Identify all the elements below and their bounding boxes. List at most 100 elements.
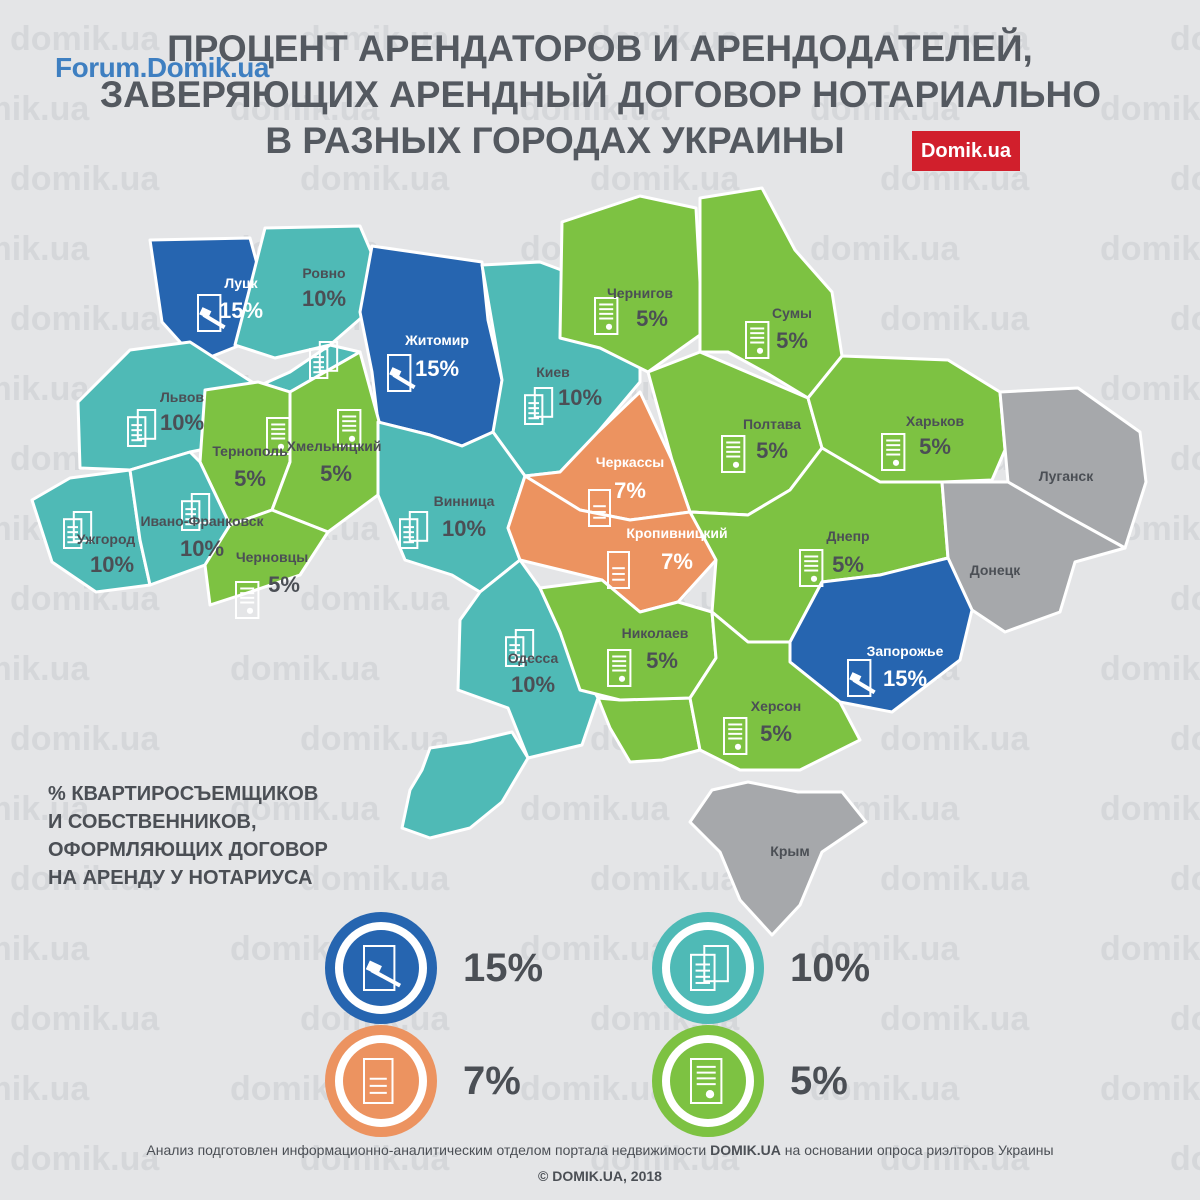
watermark-text: domik.ua (880, 860, 1030, 898)
legend-value: 7% (463, 1058, 521, 1103)
region-value: 5% (234, 466, 266, 491)
watermark-text: domik.ua (590, 20, 740, 58)
watermark-text: domik.ua (300, 20, 450, 58)
region-name: Николаев (622, 625, 689, 641)
region-shape-extra (596, 696, 702, 764)
watermark-text: domik.ua (1170, 300, 1200, 338)
legend-item-15: 15% (325, 912, 543, 1024)
region-value: 7% (614, 478, 646, 503)
regions-layer: Луцк 15% Ровно 10% Житомир 15% Киев 10% Чернигов… (30, 186, 1148, 937)
region-value: 7% (661, 549, 693, 574)
watermark-text: domik.ua (0, 790, 90, 828)
region-value: 5% (646, 648, 678, 673)
certificate-icon (721, 435, 746, 473)
certificate-icon (337, 409, 362, 447)
notary-gavel-icon (197, 294, 226, 332)
certificate-icon (881, 433, 906, 471)
watermark-text: domik.ua (0, 230, 90, 268)
watermark-text: domik.ua (1100, 1070, 1200, 1108)
watermark-text: domik.ua (10, 20, 160, 58)
watermark-text: domik.ua (520, 1070, 670, 1108)
region-value: 5% (776, 328, 808, 353)
watermark-text: domik.ua (1100, 370, 1200, 408)
notary-gavel-icon (343, 930, 419, 1006)
certificate-icon (745, 321, 770, 359)
watermark-text: domik.ua (300, 160, 450, 198)
region-name: Хмельницкий (287, 438, 382, 454)
watermark-text: domik.ua (810, 930, 960, 968)
watermark-text: domik.ua (520, 930, 670, 968)
document-copies-icon (670, 930, 746, 1006)
footer-note: Анализ подготовлен информационно-аналити… (0, 1142, 1200, 1158)
watermark-text: domik.ua (1100, 650, 1200, 688)
watermark-text: domik.ua (230, 90, 380, 128)
region-25[interactable] (688, 780, 868, 937)
region-name: Полтава (743, 416, 801, 432)
certificate-icon (723, 717, 748, 755)
document-copies-icon (399, 511, 429, 550)
document-copies-icon (524, 387, 554, 426)
region-value: 10% (442, 516, 486, 541)
region-value: 5% (636, 306, 668, 331)
region-name: Запорожье (867, 643, 944, 659)
watermark-text: domik.ua (1170, 440, 1200, 478)
watermark-text: domik.ua (880, 1140, 1030, 1178)
certificate-icon (235, 581, 260, 619)
watermark-text: domik.ua (520, 90, 670, 128)
region-name: Харьков (906, 413, 965, 429)
footer-text-before: Анализ подготовлен информационно-аналити… (146, 1142, 711, 1158)
watermark-text: domik.ua (880, 720, 1030, 758)
watermark-text: domik.ua (0, 90, 90, 128)
forum-logo[interactable]: Forum.Domik.ua (55, 52, 269, 83)
legend-item-5: 5% (652, 1025, 848, 1137)
region-name: Сумы (772, 305, 812, 321)
legend-circle (325, 912, 437, 1024)
document-copies-icon (63, 511, 93, 550)
watermark-text: domik.ua (1100, 230, 1200, 268)
region-shape-extra (400, 730, 530, 840)
region-value: 10% (302, 286, 346, 311)
watermark-text: domik.ua (1170, 1140, 1200, 1178)
watermark-text: domik.ua (300, 860, 450, 898)
document-copies-icon (127, 409, 157, 448)
legend-circle (652, 912, 764, 1024)
watermark-text: domik.ua (0, 930, 90, 968)
certificate-icon (594, 297, 619, 335)
certificate-icon (607, 649, 632, 687)
title-line-1: ПРОЦЕНТ АРЕНДАТОРОВ И АРЕНДОДАТЕЛЕЙ, (167, 28, 1033, 69)
watermark-text: domik.ua (1170, 20, 1200, 58)
watermark-text: domik.ua (880, 20, 1030, 58)
region-24[interactable] (688, 610, 862, 772)
region-2[interactable] (233, 224, 380, 360)
region-value: 15% (883, 666, 927, 691)
notary-gavel-icon (847, 659, 876, 697)
watermark-text: domik.ua (10, 720, 160, 758)
region-value: 5% (320, 461, 352, 486)
watermark-text: domik.ua (1100, 930, 1200, 968)
region-value: 5% (756, 438, 788, 463)
watermark-text: domik.ua (1170, 720, 1200, 758)
region-value: 5% (268, 572, 300, 597)
watermark-text: domik.ua (590, 860, 740, 898)
watermark-text: domik.ua (880, 300, 1030, 338)
domik-brand-badge[interactable]: Domik.ua (912, 131, 1020, 171)
watermark-text: domik.ua (10, 160, 160, 198)
region-name: Чернигов (607, 285, 673, 301)
region-value: 5% (760, 721, 792, 746)
region-9[interactable] (270, 350, 382, 534)
legend-item-7: 7% (325, 1025, 521, 1137)
region-value: 15% (415, 356, 459, 381)
watermark-text: domik.ua (590, 160, 740, 198)
region-name: Винница (434, 493, 495, 509)
region-name: Ивано-Франковск (140, 513, 264, 529)
watermark-text: domik.ua (1100, 90, 1200, 128)
watermark-text: domik.ua (520, 790, 670, 828)
watermark-text: domik.ua (10, 1000, 160, 1038)
watermark-text: domik.ua (10, 1140, 160, 1178)
certificate-icon (670, 1043, 746, 1119)
legend-title: % КВАРТИРОСЪЕМЩИКОВ И СОБСТВЕННИКОВ, ОФО… (48, 783, 328, 889)
region-value: 10% (180, 536, 224, 561)
footer-brand-link[interactable]: DOMIK.UA (710, 1142, 781, 1158)
